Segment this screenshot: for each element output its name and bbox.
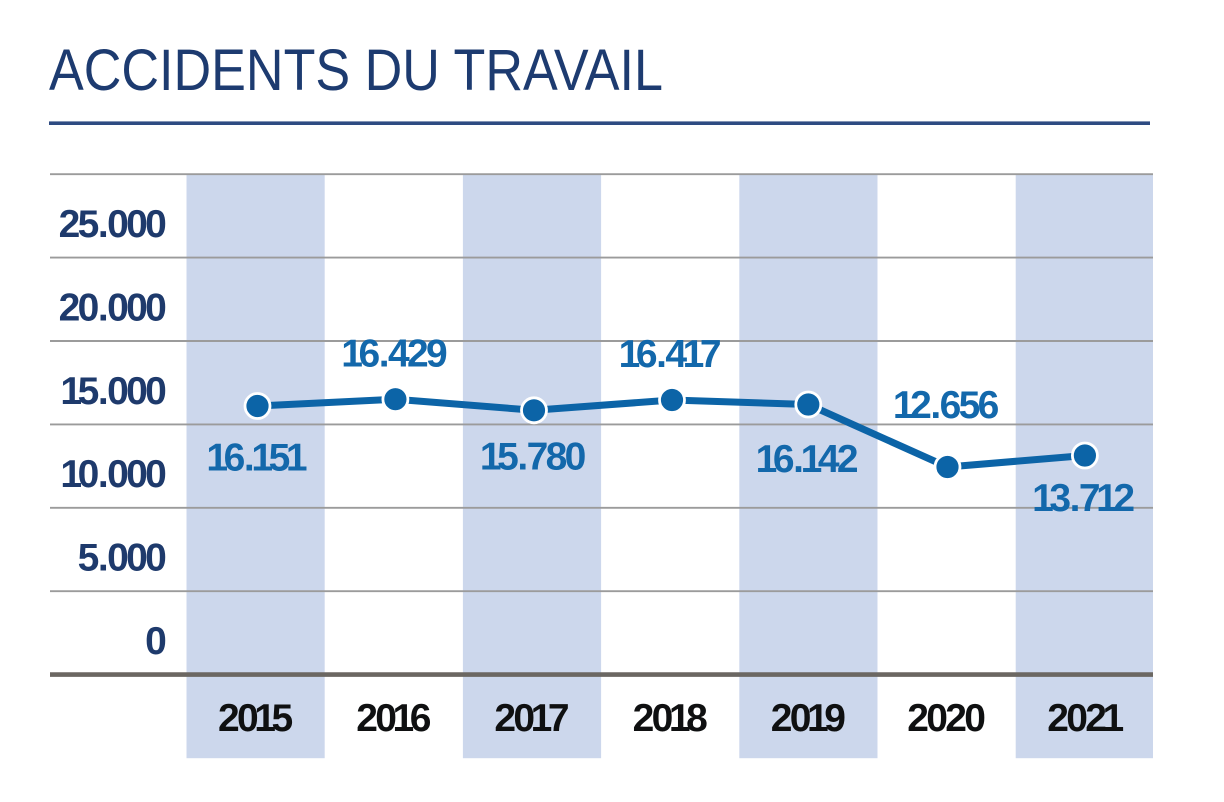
svg-text:10.000: 10.000 [60,453,166,496]
svg-text:2016: 2016 [356,697,431,740]
svg-text:15.780: 15.780 [480,435,586,478]
svg-text:20.000: 20.000 [59,286,167,329]
svg-text:2015: 2015 [218,697,293,740]
svg-text:5.000: 5.000 [78,537,167,580]
svg-text:2018: 2018 [633,697,708,740]
svg-text:15.000: 15.000 [60,370,166,413]
svg-text:2021: 2021 [1047,697,1124,740]
svg-text:16.429: 16.429 [341,332,447,375]
svg-text:ACCIDENTS DU TRAVAIL: ACCIDENTS DU TRAVAIL [49,38,663,103]
svg-text:12.656: 12.656 [893,384,999,427]
svg-text:25.000: 25.000 [59,203,167,246]
svg-text:13.712: 13.712 [1032,477,1135,520]
svg-text:0: 0 [145,620,167,663]
svg-text:2017: 2017 [494,697,569,740]
svg-text:2019: 2019 [771,697,846,740]
svg-text:16.151: 16.151 [206,436,307,479]
svg-text:16.417: 16.417 [619,333,722,376]
svg-text:2020: 2020 [907,697,986,740]
svg-text:16.142: 16.142 [756,438,859,481]
